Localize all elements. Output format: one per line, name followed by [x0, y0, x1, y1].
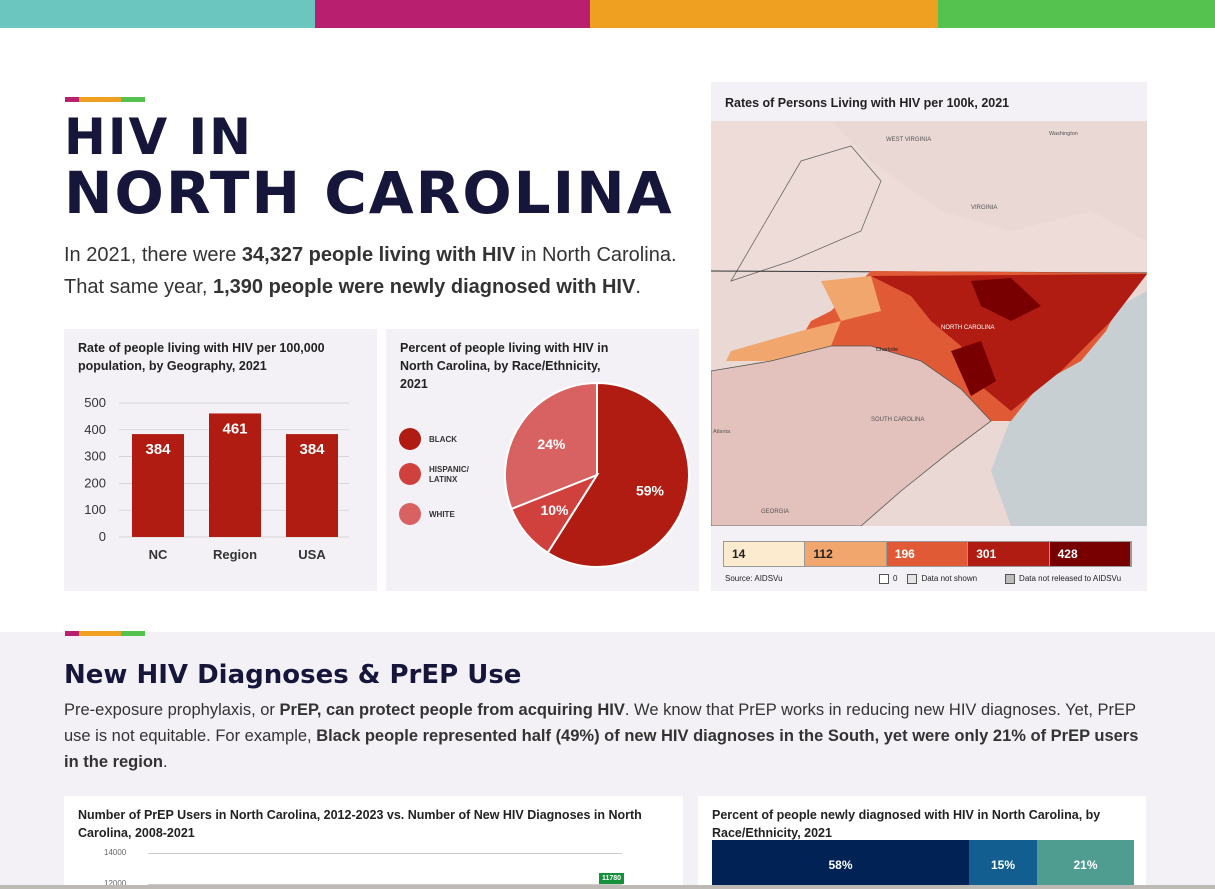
bar-value-label: 384 [299, 441, 325, 458]
bar-chart: 0 100 200 300 400 500 384 NC 461 Region 384 USA [84, 395, 349, 562]
section-title: New HIV Diagnoses & PrEP Use [64, 660, 522, 690]
line-chart-title: Number of PrEP Users in North Carolina, … [78, 808, 642, 840]
x-tick-label: Region [213, 547, 257, 562]
map-source: Source: AIDSVu [725, 574, 783, 583]
pie-slice-white [504, 381, 598, 511]
map-label-west-virginia: WEST VIRGINIA [886, 137, 931, 143]
bar-usa [286, 434, 338, 537]
accent-bar [65, 97, 145, 102]
bar-value-label: 384 [145, 441, 171, 458]
legend-bin: 301 [968, 542, 1050, 566]
key-zero: 0 [879, 574, 897, 584]
pie-slice-black [546, 381, 690, 568]
title-line-2: NORTH CAROLINA [64, 159, 674, 227]
key-not-shown: Data not shown [907, 574, 977, 584]
segment-hispanic: 15% [969, 840, 1037, 889]
legend-bin: 196 [886, 542, 969, 566]
legend-bin: 14 [724, 542, 806, 566]
bar-nc [132, 434, 184, 537]
legend-label: LATINX [429, 475, 458, 484]
hiv-rate-map[interactable]: WEST VIRGINIA VIRGINIA NORTH CAROLINA SO… [711, 121, 1147, 526]
pie-chart-title: Percent of people living with HIV in Nor… [400, 341, 609, 391]
y-tick-label: 100 [84, 502, 106, 517]
y-tick-label: 0 [99, 529, 106, 544]
intro-text: In 2021, there were 34,327 people living… [64, 244, 677, 298]
band-green [938, 0, 1215, 28]
y-tick-label: 500 [84, 395, 106, 410]
section-paragraph: Pre-exposure prophylaxis, or PrEP, can p… [64, 701, 1139, 771]
band-magenta [315, 0, 590, 28]
legend-swatch [399, 503, 421, 525]
stacked-bar-title: Percent of people newly diagnosed with H… [712, 808, 1101, 840]
map-title: Rates of Persons Living with HIV per 100… [725, 96, 1010, 110]
gridline [148, 884, 622, 885]
legend-label: HISPANIC/ [429, 465, 470, 474]
bar-chart-title: Rate of people living with HIV per 100,0… [78, 341, 325, 373]
legend-label: WHITE [429, 510, 455, 519]
legend-label: BLACK [429, 435, 457, 444]
legend-swatch [399, 463, 421, 485]
segment-white: 21% [1037, 840, 1134, 889]
band-teal [0, 0, 315, 28]
bar-region [209, 413, 261, 537]
y-tick-label: 200 [84, 475, 106, 490]
pie-slice-label: 24% [537, 436, 566, 452]
page-title: HIV IN NORTH CAROLINA [64, 108, 674, 227]
legend-bin: 112 [805, 542, 887, 566]
title-line-1: HIV IN [64, 108, 254, 166]
accent-bar-2 [65, 631, 145, 636]
race-pie-card: Percent of people living with HIV in Nor… [386, 329, 699, 591]
gridline [148, 853, 622, 854]
geography-bar-card: Rate of people living with HIV per 100,0… [64, 329, 377, 591]
map-label-virginia: VIRGINIA [971, 205, 997, 211]
map-card: Rates of Persons Living with HIV per 100… [711, 82, 1147, 591]
y-tick: 12000 [104, 879, 127, 888]
bar-value-label: 461 [222, 420, 247, 437]
data-label: 11780 [599, 873, 625, 884]
pie-slice-label: 59% [636, 482, 665, 498]
pie-slice-label: 10% [540, 502, 569, 518]
map-label-washington: Washington [1049, 131, 1078, 137]
band-orange [590, 0, 938, 28]
key-not-released: Data not released to AIDSVu [1005, 574, 1121, 584]
bottom-scroll-edge [0, 885, 1215, 889]
legend-swatch [399, 428, 421, 450]
color-band [0, 0, 1215, 28]
segment-black: 58% [712, 840, 969, 889]
map-label-georgia: GEORGIA [761, 509, 789, 515]
map-legend: 14 112 196 301 428 [723, 541, 1132, 567]
y-tick-label: 400 [84, 422, 106, 437]
map-label-south-carolina: SOUTH CAROLINA [871, 417, 924, 423]
stacked-bar: 58% 15% 21% [712, 840, 1134, 889]
x-tick-label: NC [149, 547, 168, 562]
prep-line-card: Number of PrEP Users in North Carolina, … [64, 796, 683, 889]
map-label-north-carolina: NORTH CAROLINA [941, 325, 995, 331]
pie-chart: 59% BLACK 10% HISPANIC/LATINX 24% WHITE [399, 381, 690, 568]
map-label-atlanta: Atlanta [713, 429, 731, 435]
map-label-charlotte: Charlotte [876, 347, 898, 353]
y-tick-label: 300 [84, 449, 106, 464]
map-key: 0 Data not shown Data not released to AI… [879, 574, 1121, 584]
legend-bin: 428 [1049, 542, 1132, 566]
y-tick: 14000 [104, 848, 127, 857]
x-tick-label: USA [298, 547, 326, 562]
new-dx-race-card: Percent of people newly diagnosed with H… [698, 796, 1146, 889]
